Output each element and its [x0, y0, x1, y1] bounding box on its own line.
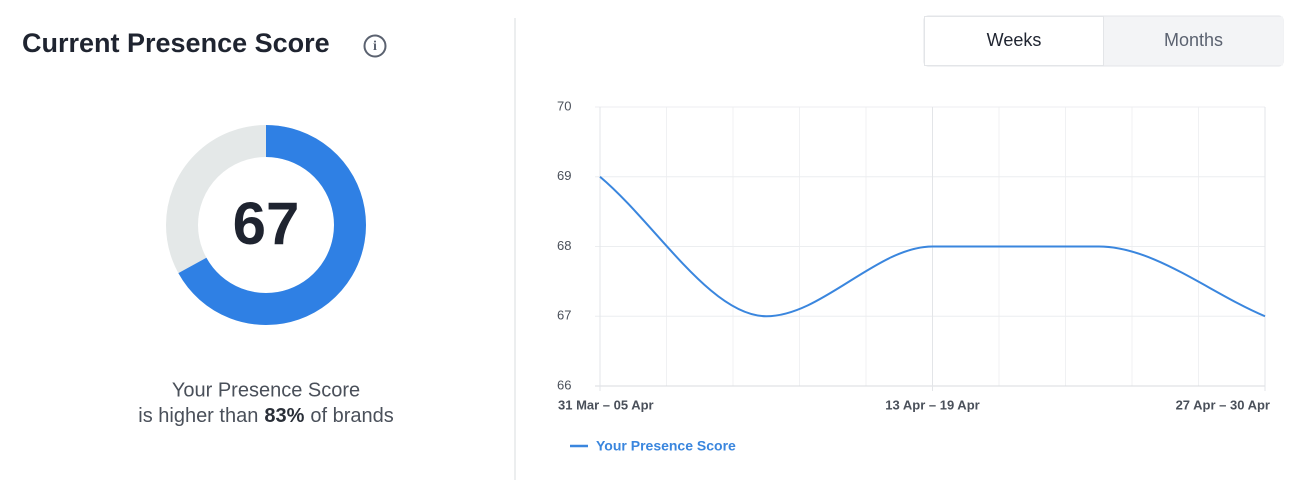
legend-label[interactable]: Your Presence Score	[596, 438, 736, 454]
x-tick-label: 31 Mar – 05 Apr	[558, 397, 654, 412]
x-tick-label: 13 Apr – 19 Apr	[885, 397, 979, 412]
donut-arc	[178, 125, 366, 325]
y-tick-label: 66	[557, 377, 571, 392]
y-tick-label: 70	[557, 98, 571, 113]
summary-line2-value: 83%	[264, 405, 304, 427]
summary-line1: Your Presence Score	[172, 379, 360, 401]
tab-label[interactable]: Months	[1164, 30, 1223, 50]
info-icon[interactable]	[363, 34, 387, 58]
tab-label[interactable]: Weeks	[987, 30, 1042, 50]
tab[interactable]	[1104, 16, 1283, 66]
line-series	[599, 175, 1266, 318]
summary-line2-pre: is higher than	[138, 405, 258, 427]
score-value: 67	[233, 190, 300, 257]
info-icon-glyph: i	[373, 39, 377, 54]
summary-line2: is higher than 83% of brands	[138, 405, 394, 427]
tab[interactable]	[924, 16, 1104, 66]
x-tick-label: 27 Apr – 30 Apr	[1176, 397, 1270, 412]
y-tick-label: 68	[557, 238, 571, 253]
summary-line2-post: of brands	[310, 405, 393, 427]
y-tick-label: 69	[557, 168, 571, 183]
title: Current Presence Score	[22, 28, 330, 58]
y-tick-label: 67	[557, 308, 571, 323]
